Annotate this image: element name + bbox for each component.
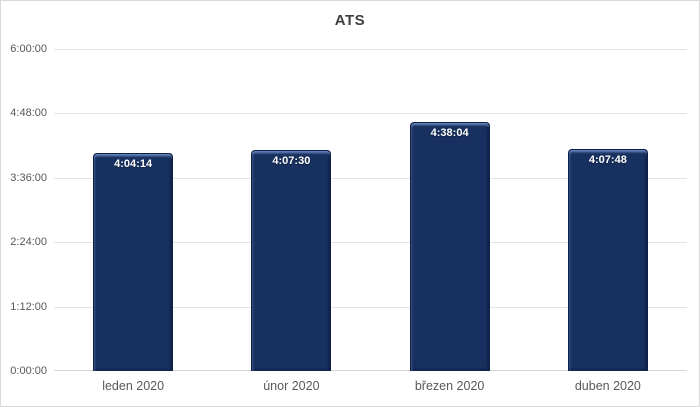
chart-title: ATS — [334, 12, 366, 29]
gridline — [54, 306, 687, 308]
bar-data-label: 4:07:48 — [588, 154, 627, 167]
gridline — [54, 242, 687, 244]
x-axis-labels: leden 2020 únor 2020 březen 2020 duben 2020 — [54, 379, 687, 401]
x-axis-line — [54, 370, 687, 371]
bar-slot: 4:38:04 — [371, 49, 529, 371]
y-tick-label: 1:12:00 — [10, 300, 47, 313]
x-tick-label: duben 2020 — [574, 379, 641, 393]
y-tick-label: 2:24:00 — [10, 236, 47, 249]
bar-slot: 4:04:14 — [54, 49, 212, 371]
x-tick-label: únor 2020 — [263, 379, 320, 393]
gridline — [54, 49, 687, 50]
bar-únor-2020[interactable]: 4:07:30 — [251, 149, 332, 371]
bar-data-label: 4:38:04 — [430, 127, 469, 140]
y-tick-label: 4:48:00 — [10, 107, 47, 120]
y-tick-label: 3:36:00 — [10, 171, 47, 184]
y-tick-label: 0:00:00 — [10, 365, 47, 377]
x-tick-label: březen 2020 — [414, 379, 485, 393]
y-tick-label: 6:00:00 — [10, 43, 47, 55]
bar-leden-2020[interactable]: 4:04:14 — [93, 152, 174, 371]
y-axis-labels: 6:00:00 4:48:00 3:36:00 2:24:00 1:12:00 0:00:… — [1, 43, 47, 377]
bar-duben-2020[interactable]: 4:07:48 — [567, 149, 648, 371]
gridline — [54, 177, 687, 179]
bar-březen-2020[interactable]: 4:38:04 — [409, 122, 490, 371]
plot-area: 4:04:14 4:07:30 4:38:04 4:07:48 — [54, 49, 687, 371]
bar-data-label: 4:07:30 — [272, 154, 311, 167]
bar-data-label: 4:04:14 — [114, 157, 153, 170]
bar-slot: 4:07:48 — [529, 49, 687, 371]
gridline — [54, 113, 687, 115]
bar-slot: 4:07:30 — [212, 49, 370, 371]
x-tick-label: leden 2020 — [102, 379, 165, 393]
